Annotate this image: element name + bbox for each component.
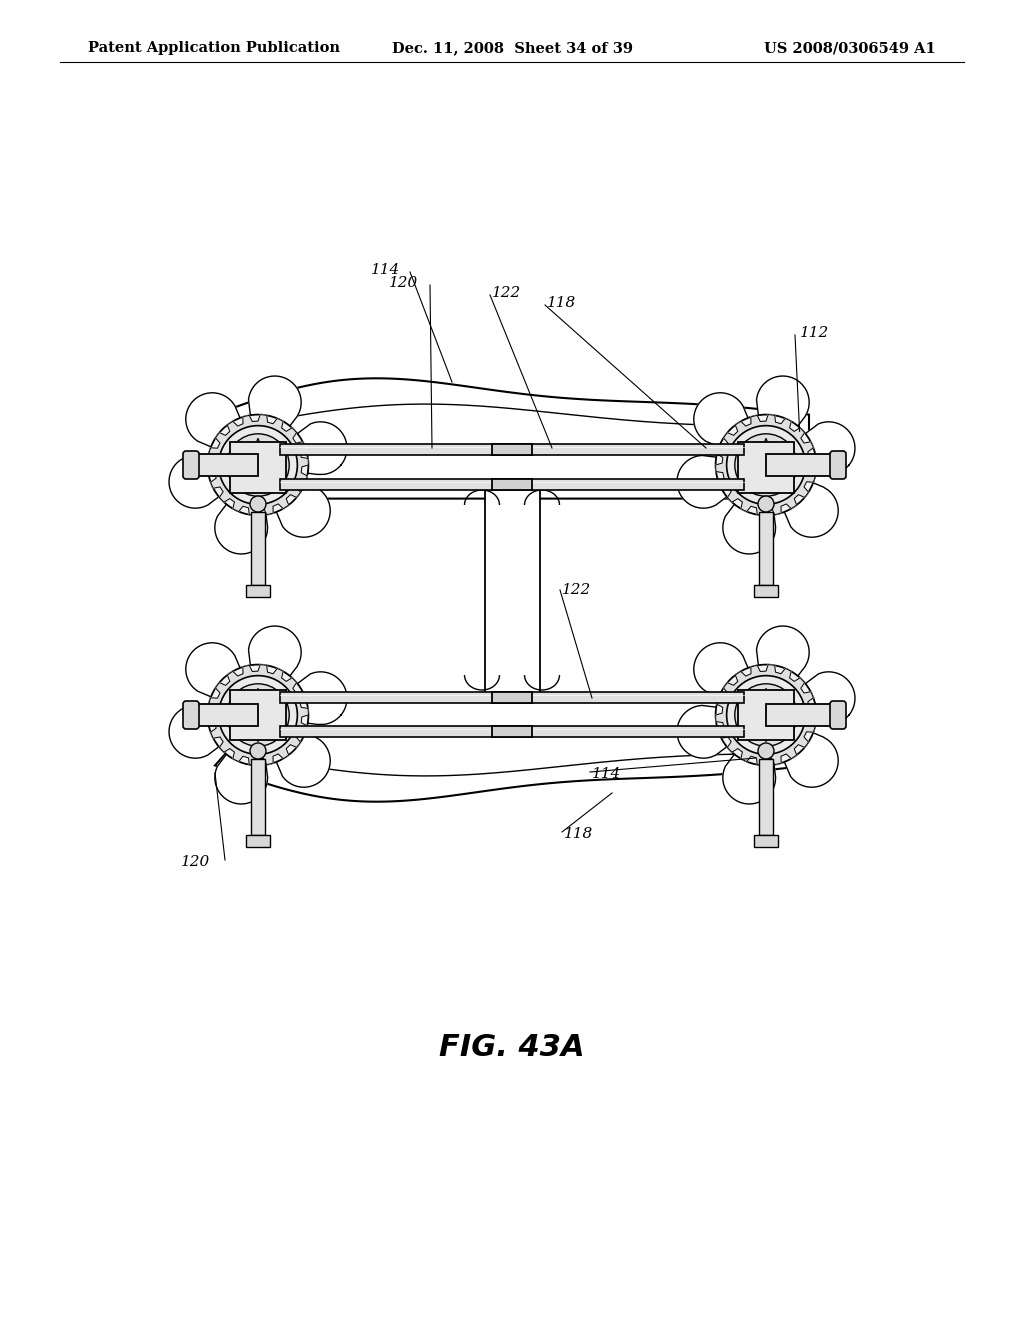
Circle shape	[727, 425, 805, 504]
Circle shape	[250, 457, 266, 473]
Polygon shape	[743, 689, 788, 742]
Bar	[492, 444, 532, 455]
Circle shape	[226, 684, 289, 746]
Bar	[251, 512, 265, 585]
Polygon shape	[236, 689, 281, 742]
Polygon shape	[236, 438, 281, 491]
Text: 122: 122	[492, 286, 521, 300]
Bar	[186, 454, 258, 477]
Circle shape	[716, 664, 816, 766]
Circle shape	[219, 676, 297, 754]
Bar	[230, 690, 286, 741]
FancyBboxPatch shape	[183, 701, 199, 729]
Bar	[251, 759, 265, 836]
FancyBboxPatch shape	[183, 451, 199, 479]
Polygon shape	[169, 376, 347, 554]
Polygon shape	[169, 626, 347, 804]
Bar	[759, 759, 773, 836]
Text: 112: 112	[800, 326, 829, 341]
Text: FIG. 43A: FIG. 43A	[439, 1034, 585, 1063]
Circle shape	[250, 743, 266, 759]
Circle shape	[716, 414, 816, 515]
Bar	[280, 444, 744, 455]
Bar	[246, 836, 270, 847]
Text: Dec. 11, 2008  Sheet 34 of 39: Dec. 11, 2008 Sheet 34 of 39	[391, 41, 633, 55]
Circle shape	[208, 414, 308, 515]
Text: US 2008/0306549 A1: US 2008/0306549 A1	[764, 41, 936, 55]
Polygon shape	[716, 414, 816, 515]
Bar	[186, 704, 258, 726]
Text: 114: 114	[371, 263, 400, 277]
Polygon shape	[677, 626, 855, 804]
Text: 118: 118	[547, 296, 577, 310]
Circle shape	[208, 664, 308, 766]
Circle shape	[735, 434, 798, 496]
Text: 114: 114	[592, 767, 622, 781]
Bar	[766, 704, 838, 726]
Bar	[246, 585, 270, 597]
Polygon shape	[743, 438, 788, 491]
Text: 120: 120	[389, 276, 418, 290]
Circle shape	[735, 684, 798, 746]
Circle shape	[226, 434, 289, 496]
Bar	[766, 454, 838, 477]
Polygon shape	[677, 376, 855, 554]
Text: 122: 122	[562, 583, 591, 597]
Bar	[230, 442, 286, 492]
Bar	[280, 726, 744, 737]
Bar	[485, 480, 540, 700]
Bar	[280, 479, 744, 490]
Polygon shape	[208, 414, 308, 515]
Bar	[738, 442, 794, 492]
Polygon shape	[716, 665, 816, 766]
Bar	[492, 726, 532, 737]
Bar	[754, 836, 778, 847]
Circle shape	[758, 496, 774, 512]
Circle shape	[219, 425, 297, 504]
Bar	[754, 585, 778, 597]
Bar	[280, 692, 744, 704]
Text: Patent Application Publication: Patent Application Publication	[88, 41, 340, 55]
Circle shape	[250, 496, 266, 512]
Circle shape	[758, 708, 774, 723]
FancyBboxPatch shape	[830, 451, 846, 479]
Bar	[492, 479, 532, 490]
Circle shape	[758, 743, 774, 759]
Bar	[738, 690, 794, 741]
Text: 120: 120	[181, 855, 210, 869]
Text: 118: 118	[564, 828, 593, 841]
Polygon shape	[215, 379, 809, 499]
Bar	[759, 512, 773, 585]
Circle shape	[758, 457, 774, 473]
Polygon shape	[208, 665, 308, 766]
Circle shape	[727, 676, 805, 754]
Bar	[492, 692, 532, 704]
FancyBboxPatch shape	[830, 701, 846, 729]
Circle shape	[250, 708, 266, 723]
Polygon shape	[215, 701, 809, 801]
